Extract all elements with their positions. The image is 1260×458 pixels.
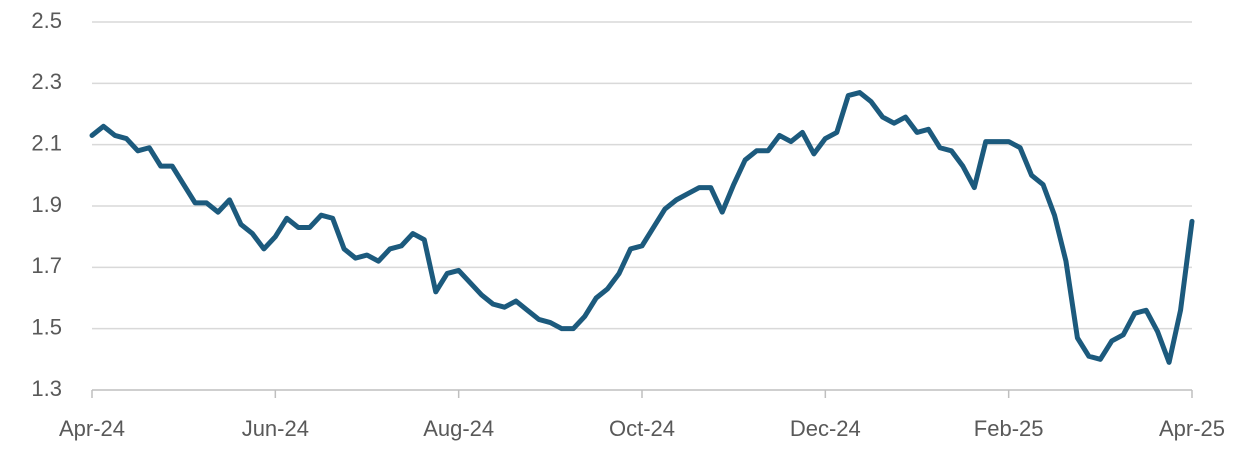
x-tick-label: Aug-24 <box>423 416 494 441</box>
x-tick-label: Dec-24 <box>790 416 861 441</box>
y-tick-label: 1.9 <box>31 192 62 217</box>
y-tick-label: 1.5 <box>31 314 62 339</box>
x-tick-label: Jun-24 <box>242 416 309 441</box>
data-line <box>89 90 1195 365</box>
y-tick-label: 2.3 <box>31 69 62 94</box>
y-tick-label: 1.7 <box>31 253 62 278</box>
x-tick-label: Apr-24 <box>59 416 125 441</box>
x-tick-label: Feb-25 <box>974 416 1044 441</box>
y-tick-label: 2.5 <box>31 8 62 33</box>
x-tick-label: Apr-25 <box>1159 416 1225 441</box>
y-tick-label: 2.1 <box>31 130 62 155</box>
y-tick-label: 1.3 <box>31 376 62 401</box>
x-tick-label: Oct-24 <box>609 416 675 441</box>
